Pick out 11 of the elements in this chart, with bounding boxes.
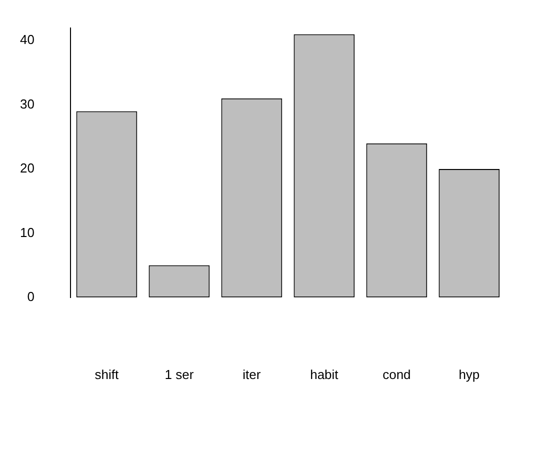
x-tick-label: hyp [458, 366, 480, 382]
x-tick-label: cond [382, 366, 411, 382]
y-tick-label: 0 [27, 288, 34, 304]
x-tick-label: habit [310, 366, 339, 382]
y-tick-label: 20 [20, 160, 34, 176]
x-tick-label: 1 ser [164, 366, 194, 382]
y-tick-label: 10 [20, 224, 34, 240]
x-tick-label: iter [242, 366, 262, 382]
y-tick-label: 40 [20, 32, 34, 48]
x-tick-label: shift [94, 366, 120, 382]
y-tick-label: 30 [20, 96, 34, 112]
